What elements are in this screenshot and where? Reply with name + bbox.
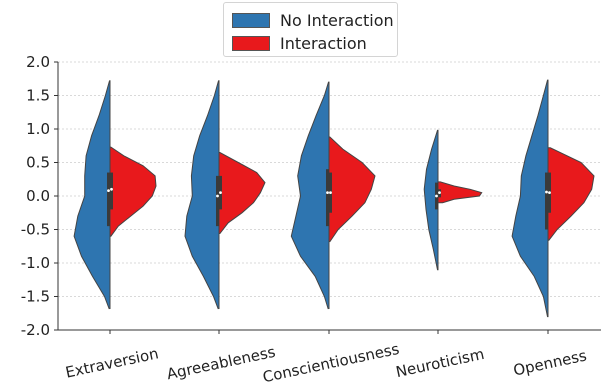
- legend-item-interaction: Interaction: [232, 34, 367, 53]
- legend-swatch-no-interaction: [232, 13, 270, 28]
- median-point: [110, 187, 113, 191]
- y-tick-label: 0.5: [26, 154, 50, 172]
- median-point: [438, 191, 441, 195]
- median-point: [329, 191, 332, 195]
- x-tick-label: Extraversion: [64, 344, 160, 381]
- y-tick-label: -2.0: [21, 321, 50, 339]
- y-tick-label: 2.0: [26, 53, 50, 71]
- violin-interaction-neuroticism: [437, 181, 483, 204]
- y-tick-label: -1.0: [21, 254, 50, 272]
- median-point: [326, 191, 329, 195]
- median-point: [548, 191, 551, 195]
- median-point: [545, 190, 548, 194]
- legend-swatch-interaction: [232, 36, 270, 51]
- y-tick-label: 0.0: [26, 187, 50, 205]
- violin-interaction-openness: [547, 147, 595, 241]
- violin-interaction-extraversion: [109, 146, 157, 237]
- violin-no-interaction-openness: [511, 79, 549, 318]
- violin-interaction-conscientiousness: [328, 136, 376, 243]
- gridlines: [58, 61, 601, 297]
- chart-legend: No Interaction Interaction: [223, 2, 398, 57]
- y-tick-label: -1.5: [21, 288, 50, 306]
- median-point: [107, 189, 110, 193]
- legend-label-interaction: Interaction: [280, 34, 367, 53]
- legend-item-no-interaction: No Interaction: [232, 11, 394, 30]
- x-tick-label: Conscientiousness: [261, 340, 401, 387]
- median-point: [219, 191, 222, 195]
- violin-no-interaction-neuroticism: [423, 129, 439, 271]
- median-point: [435, 194, 438, 198]
- legend-label-no-interaction: No Interaction: [280, 11, 394, 30]
- x-tick-label: Agreeableness: [165, 343, 277, 384]
- violin-no-interaction-conscientiousness: [290, 81, 330, 310]
- median-point: [216, 194, 219, 198]
- x-tick-label: Neuroticism: [394, 345, 486, 381]
- violin-interaction-agreeableness: [218, 151, 266, 235]
- violin-no-interaction-agreeableness: [184, 80, 220, 310]
- violin-no-interaction-extraversion: [73, 80, 111, 310]
- y-tick-label: 1.0: [26, 120, 50, 138]
- y-tick-label: -0.5: [21, 221, 50, 239]
- x-tick-label: Openness: [512, 346, 589, 379]
- y-tick-label: 1.5: [26, 87, 50, 105]
- violins: [73, 79, 595, 318]
